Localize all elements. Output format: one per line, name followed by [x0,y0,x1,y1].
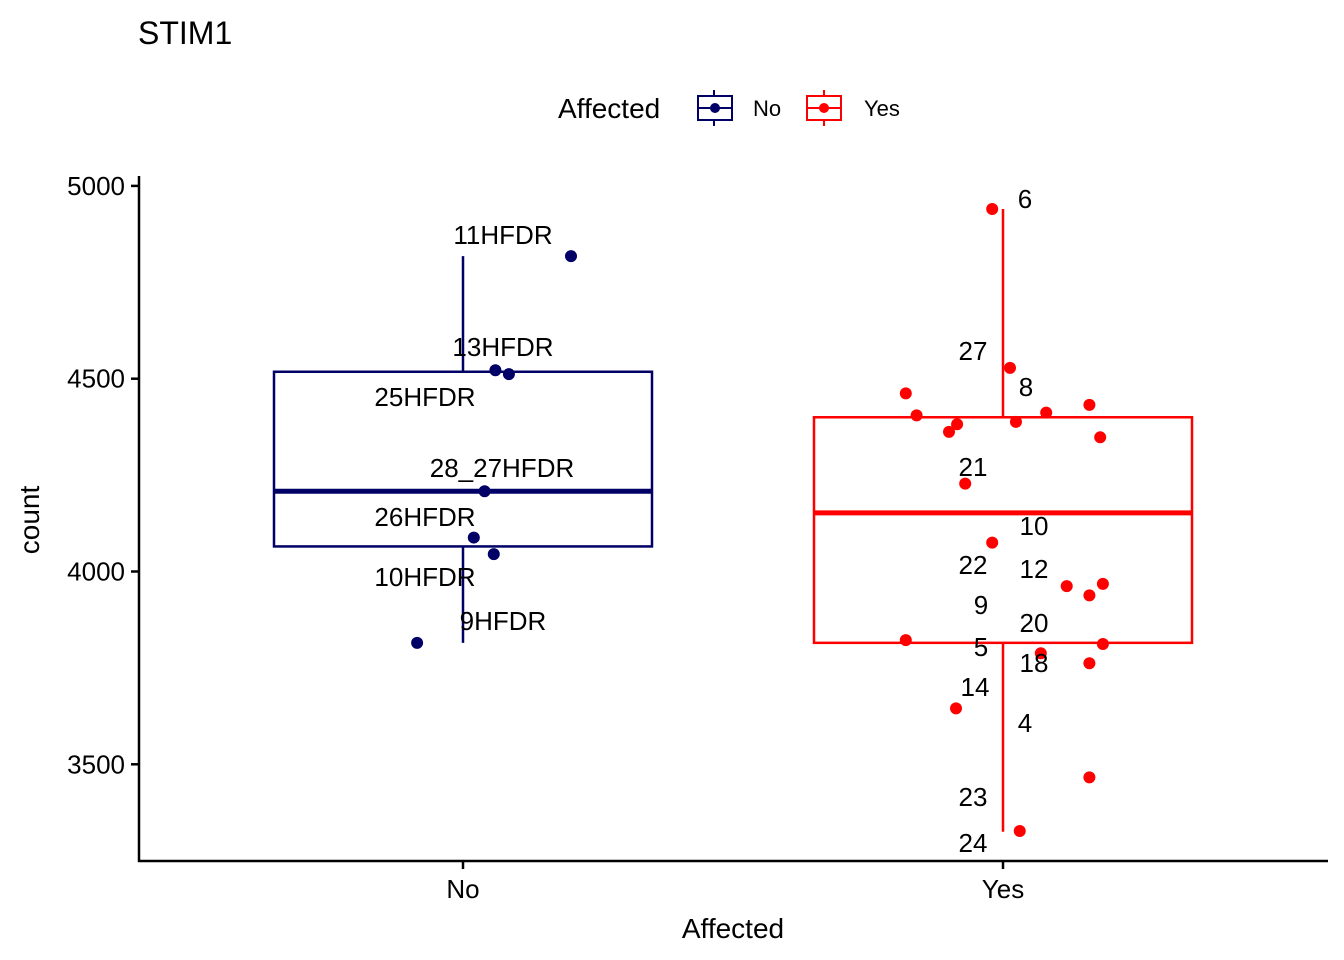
point-label: 12 [1020,554,1049,584]
data-point [1040,406,1053,419]
point-label: 10 [1020,511,1049,541]
data-point [489,364,502,377]
point-label: 22 [959,550,988,580]
legend-key-no [697,90,733,126]
point-label: 18 [1020,648,1049,678]
data-point [1083,657,1096,670]
chart-title: STIM1 [138,15,232,51]
data-point [411,636,424,649]
point-label: 25HFDR [374,382,475,412]
data-point [899,634,912,647]
data-point [950,702,963,715]
data-point [943,425,955,438]
data-point [910,409,923,422]
data-point [1060,580,1073,593]
point-label: 4 [1018,708,1032,738]
data-point [1094,431,1107,444]
data-point [565,250,577,263]
data-point [502,368,515,381]
data-point [951,418,964,431]
legend-key-yes [806,90,842,126]
point-label: 28_27HFDR [430,453,575,483]
data-point [986,203,999,216]
x-axis-title: Affected [682,913,784,944]
point-label: 26HFDR [374,502,475,532]
point-label: 23 [959,782,988,812]
point-label: 27 [959,336,988,366]
data-point [1083,771,1096,784]
data-point [1034,647,1047,660]
point-label: 21 [959,452,988,482]
data-point [1096,637,1109,650]
data-point [1083,398,1096,411]
data-point [1096,577,1109,590]
point-label: 8 [1019,372,1033,402]
plot-area: 11HFDR 13HFDR 25HFDR 28_27HFDR 26HFDR 10HFDR 9… [272,184,1194,858]
axes: 3500 4000 4500 5000 No Yes [67,171,1328,904]
point-label: 24 [959,828,988,858]
point-label: 6 [1018,184,1032,214]
data-point [1009,415,1022,428]
data-point [1083,589,1096,602]
x-tick-label: Yes [982,874,1024,904]
y-tick-label: 4000 [67,557,125,587]
x-tick-label: No [446,874,479,904]
point-label: 9 [974,590,988,620]
data-point [899,387,912,400]
box-yes [812,416,1194,645]
y-axis-title: count [14,486,45,555]
y-tick-label: 3500 [67,749,125,779]
point-label: 10HFDR [374,562,475,592]
box-no [272,370,654,548]
legend-label-yes: Yes [864,96,900,121]
point-label: 13HFDR [452,332,553,362]
legend: Affected No Yes [558,90,900,126]
data-point [467,531,480,544]
data-point [1013,825,1026,838]
data-point [959,477,972,490]
y-tick-label: 5000 [67,171,125,201]
data-point [986,536,999,549]
point-label: 9HFDR [460,606,547,636]
data-point [478,485,491,498]
legend-title: Affected [558,93,660,124]
point-label: 14 [961,672,990,702]
point-label: 11HFDR [453,220,552,250]
point-label: 5 [974,632,988,662]
y-tick-label: 4500 [67,364,125,394]
data-point [487,548,500,561]
data-point [1004,361,1017,374]
point-label: 20 [1020,608,1049,638]
legend-label-no: No [753,96,781,121]
